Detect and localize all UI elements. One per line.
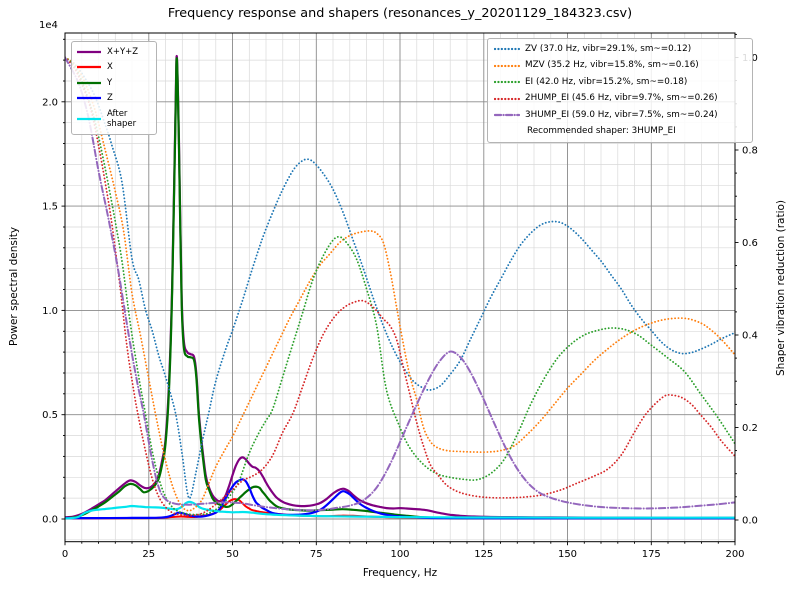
recommended-shaper-text: Recommended shaper: 3HUMP_EI: [527, 126, 676, 137]
svg-text:75: 75: [310, 549, 323, 560]
series-zv: [65, 56, 735, 500]
legend-entry-label: X: [107, 62, 113, 73]
y-axis-offset-label: 1e4: [39, 20, 58, 31]
svg-text:100: 100: [390, 549, 409, 560]
legend-entry-label: EI (42.0 Hz, vibr=15.2%, sm~=0.18): [525, 76, 688, 87]
legend-line-sample: [494, 64, 520, 67]
svg-text:0.6: 0.6: [742, 238, 758, 249]
legend-line-sample: [494, 114, 520, 117]
legend-entry: Z: [76, 93, 152, 103]
svg-text:1.0: 1.0: [42, 306, 58, 317]
legend-entry: X+Y+Z: [76, 47, 152, 57]
svg-text:50: 50: [226, 549, 239, 560]
svg-text:0: 0: [62, 549, 68, 560]
legend-entry: X: [76, 62, 152, 72]
legend-psd-series: X+Y+Z X Y Z After shaper: [71, 41, 157, 135]
x-axis-label: Frequency, Hz: [362, 567, 438, 579]
legend-entry-label: 3HUMP_EI (59.0 Hz, vibr=7.5%, sm~=0.24): [525, 109, 718, 120]
chart-title: Frequency response and shapers (resonanc…: [167, 6, 633, 21]
legend-entry-label: MZV (35.2 Hz, vibr=15.8%, sm~=0.16): [525, 60, 699, 71]
legend-line-sample: [494, 81, 520, 84]
series-y: [65, 57, 735, 520]
legend-entry-label: 2HUMP_EI (45.6 Hz, vibr=9.7%, sm~=0.26): [525, 93, 718, 104]
legend-line-sample: [77, 50, 101, 53]
series-curves: [65, 54, 735, 520]
svg-text:25: 25: [142, 549, 155, 560]
legend-entry: After shaper: [76, 109, 152, 129]
legend-entry-label: Z: [107, 93, 113, 104]
legend-shapers: ZV (37.0 Hz, vibr=29.1%, sm~=0.12) MZV (3…: [487, 38, 753, 143]
svg-text:150: 150: [558, 549, 577, 560]
series-mzv: [65, 56, 735, 512]
legend-entry-label: ZV (37.0 Hz, vibr=29.1%, sm~=0.12): [525, 43, 692, 54]
legend-line-sample: [77, 66, 101, 69]
svg-text:175: 175: [642, 549, 661, 560]
svg-text:0.4: 0.4: [742, 330, 758, 341]
svg-text:0.8: 0.8: [742, 146, 758, 157]
svg-text:125: 125: [474, 549, 493, 560]
svg-text:0.2: 0.2: [742, 423, 758, 434]
svg-text:0.0: 0.0: [42, 514, 58, 525]
legend-footer: Recommended shaper: 3HUMP_EI: [494, 126, 746, 137]
series-z: [65, 478, 735, 520]
legend-entry: EI (42.0 Hz, vibr=15.2%, sm~=0.18): [494, 77, 746, 88]
legend-line-sample: [77, 118, 101, 121]
legend-line-sample: [77, 97, 101, 100]
series-3hump-ei: [65, 56, 735, 512]
y-axis-left-label: Power spectral density: [8, 226, 20, 346]
legend-entry-label: Y: [107, 77, 113, 88]
y-axis-right-label: Shaper vibration reduction (ratio): [775, 199, 787, 376]
legend-entry-label: X+Y+Z: [107, 46, 139, 57]
legend-entry: Y: [76, 78, 152, 88]
svg-text:2.0: 2.0: [42, 97, 58, 108]
legend-entry: ZV (37.0 Hz, vibr=29.1%, sm~=0.12): [494, 44, 746, 55]
svg-text:200: 200: [725, 549, 744, 560]
legend-entry: 3HUMP_EI (59.0 Hz, vibr=7.5%, sm~=0.24): [494, 110, 746, 121]
legend-line-sample: [494, 97, 520, 100]
legend-line-sample: [77, 81, 101, 85]
svg-text:1.5: 1.5: [42, 202, 58, 213]
series-after-shaper: [65, 500, 735, 520]
series-ei: [65, 56, 735, 516]
legend-entry-label: After shaper: [107, 108, 137, 130]
legend-entry: 2HUMP_EI (45.6 Hz, vibr=9.7%, sm~=0.26): [494, 93, 746, 104]
svg-text:0.0: 0.0: [742, 515, 758, 526]
legend-line-sample: [494, 48, 520, 51]
series-2hump-ei: [65, 56, 735, 517]
svg-text:0.5: 0.5: [42, 410, 58, 421]
legend-entry: MZV (35.2 Hz, vibr=15.8%, sm~=0.16): [494, 60, 746, 71]
